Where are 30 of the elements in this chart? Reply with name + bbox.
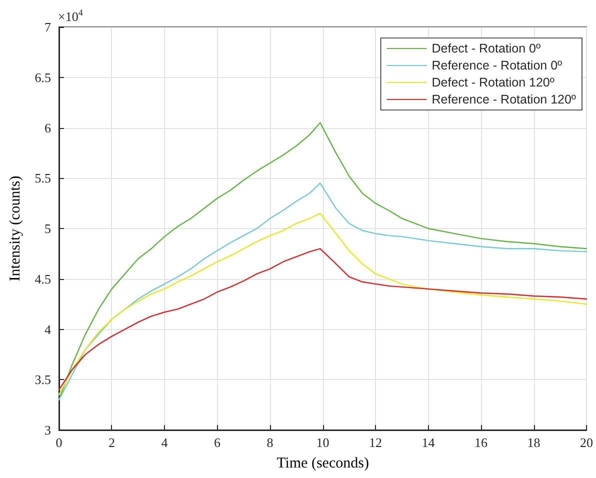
x-tick-label: 20 <box>580 435 593 450</box>
y-tick-label: 4.5 <box>34 271 51 286</box>
x-tick-label: 14 <box>422 435 436 450</box>
x-tick-label: 12 <box>369 435 382 450</box>
y-tick-label: 6 <box>44 120 52 136</box>
x-tick-label: 8 <box>266 435 274 450</box>
legend-label: Defect - Rotation 120º <box>432 76 555 90</box>
x-axis-title: Time (seconds) <box>276 456 369 472</box>
x-tick-label: 10 <box>316 435 330 450</box>
line-series <box>58 248 588 390</box>
legend-label: Reference - Rotation 0º <box>432 58 563 72</box>
line-series <box>58 122 588 400</box>
legend-label: Defect - Rotation 0º <box>432 42 541 56</box>
x-tick-label: 18 <box>527 435 540 450</box>
y-tick-label: 5 <box>44 221 51 236</box>
y-tick-label: 5.5 <box>34 170 51 186</box>
y-tick-label: 3 <box>44 422 51 438</box>
line-series <box>58 182 588 400</box>
y-tick-label: 6.5 <box>34 70 51 85</box>
line-series <box>58 212 588 396</box>
x-tick-label: 0 <box>56 435 62 450</box>
x-tick-label: 6 <box>214 435 221 450</box>
x-tick-label: 16 <box>474 435 488 450</box>
y-tick-label: 3.5 <box>34 372 51 388</box>
y-axis-title: Intensity (counts) <box>8 176 24 282</box>
x-tick-label: 4 <box>161 435 168 450</box>
x-tick-label: 2 <box>108 435 115 450</box>
y-tick-label: 4 <box>44 322 52 337</box>
y-tick-label: 7 <box>44 20 52 34</box>
legend-label: Reference - Rotation 120º <box>432 92 576 106</box>
